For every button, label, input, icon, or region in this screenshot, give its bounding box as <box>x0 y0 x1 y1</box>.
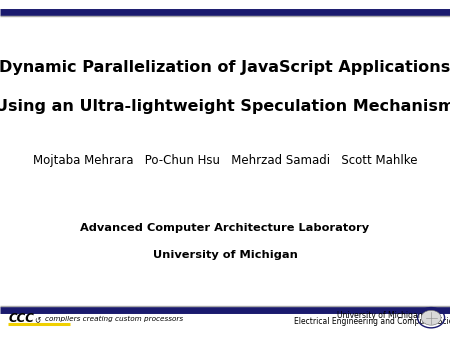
Text: compilers creating custom processors: compilers creating custom processors <box>45 316 183 322</box>
Text: Dynamic Parallelization of JavaScript Applications: Dynamic Parallelization of JavaScript Ap… <box>0 60 450 75</box>
Text: ↺: ↺ <box>34 317 40 325</box>
Text: Using an Ultra-lightweight Speculation Mechanism: Using an Ultra-lightweight Speculation M… <box>0 99 450 114</box>
Text: Mojtaba Mehrara   Po-Chun Hsu   Mehrzad Samadi   Scott Mahlke: Mojtaba Mehrara Po-Chun Hsu Mehrzad Sama… <box>33 154 417 167</box>
Text: Electrical Engineering and Computer Science: Electrical Engineering and Computer Scie… <box>294 317 450 325</box>
Circle shape <box>421 310 441 325</box>
Text: University of Michigan: University of Michigan <box>153 250 297 260</box>
Text: CCC: CCC <box>8 312 34 325</box>
Text: University of Michigan: University of Michigan <box>338 311 423 320</box>
Text: Advanced Computer Architecture Laboratory: Advanced Computer Architecture Laborator… <box>81 223 369 233</box>
